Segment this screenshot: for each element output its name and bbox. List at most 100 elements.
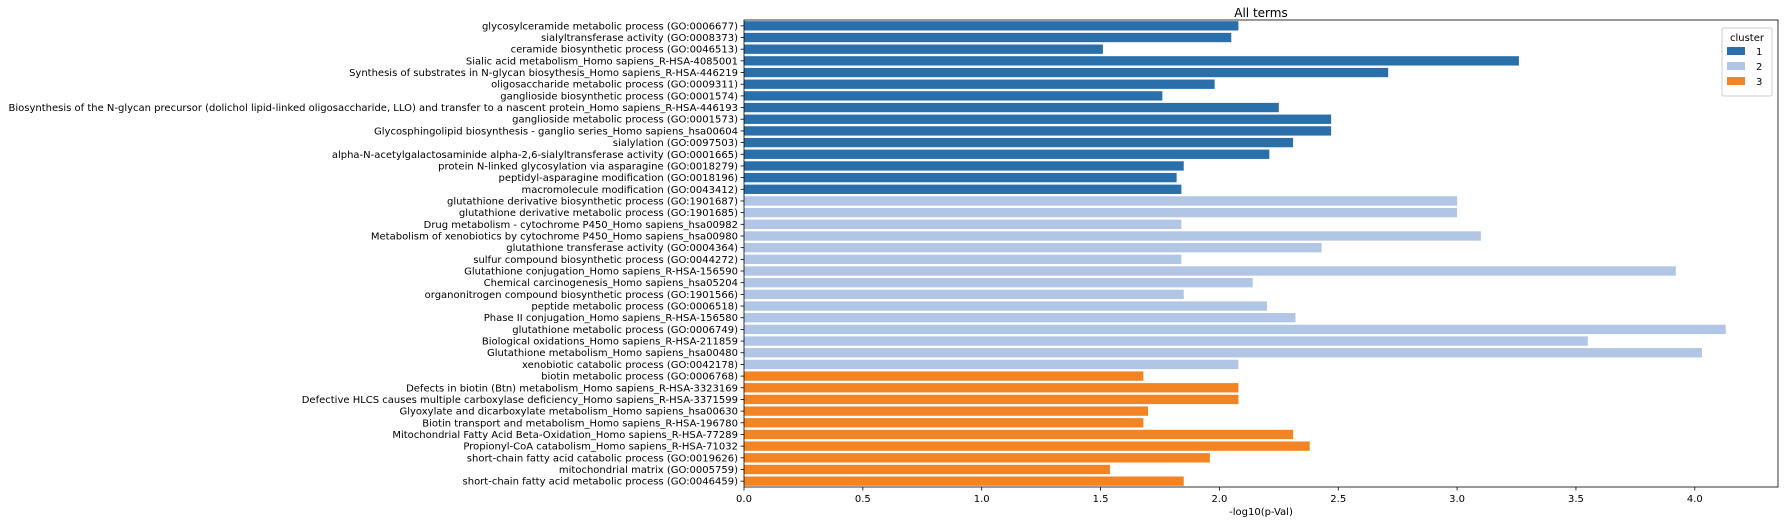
y-tick-label: Chemical carcinogenesis_Homo sapiens_hsa… xyxy=(484,278,738,289)
y-tick-label: peptide metabolic process (GO:0006518) xyxy=(531,302,738,313)
x-tick-label: 3.5 xyxy=(1568,494,1584,505)
bar xyxy=(744,313,1296,323)
bar xyxy=(744,219,1182,229)
y-tick-label: glutathione derivative biosynthetic proc… xyxy=(447,196,738,207)
bar xyxy=(744,476,1184,486)
x-tick-label: 0.0 xyxy=(736,494,752,505)
y-tick-label: sialylation (GO:0097503) xyxy=(613,138,738,149)
y-tick-label: Synthesis of substrates in N-glycan bios… xyxy=(349,68,738,79)
bar xyxy=(744,441,1310,451)
y-tick-label: glutathione derivative metabolic process… xyxy=(459,208,738,219)
legend-swatch xyxy=(1727,62,1745,70)
bar xyxy=(744,429,1294,440)
x-tick-label: 4.0 xyxy=(1687,494,1703,505)
y-tick-label: Sialic acid metabolism_Homo sapiens_R-HS… xyxy=(466,56,738,67)
x-tick-label: 1.5 xyxy=(1093,494,1109,505)
legend-entries: 1 2 3 xyxy=(1727,47,1762,88)
bar xyxy=(744,184,1182,194)
plot-frame xyxy=(743,19,1779,488)
y-tick-label: Mitochondrial Fatty Acid Beta-Oxidation_… xyxy=(392,430,738,441)
bar xyxy=(744,207,1458,218)
x-axis-label: -log10(p-Val) xyxy=(1229,507,1293,518)
bar xyxy=(744,464,1111,475)
y-tick-label: mitochondrial matrix (GO:0005759) xyxy=(559,465,738,476)
chart-title: All terms xyxy=(1234,6,1287,20)
y-tick-label: Glycosphingolipid biosynthesis - ganglio… xyxy=(374,126,738,137)
bar xyxy=(744,242,1322,253)
x-axis: 0.0 0.5 1.0 1.5 2.0 2.5 3.0 3.5 4.0 xyxy=(736,487,1703,505)
y-tick-label: Glutathione conjugation_Homo sapiens_R-H… xyxy=(464,267,738,278)
legend-swatch xyxy=(1727,77,1745,85)
bar xyxy=(744,172,1177,183)
y-tick-label: Drug metabolism - cytochrome P450_Homo s… xyxy=(424,220,738,231)
bar xyxy=(744,278,1253,288)
y-tick-label: biotin metabolic process (GO:0006768) xyxy=(541,372,738,383)
bar xyxy=(744,336,1588,346)
y-tick-label: protein N-linked glycosylation via aspar… xyxy=(438,161,738,172)
bar xyxy=(744,359,1239,370)
y-tick-label: Biological oxidations_Homo sapiens_R-HSA… xyxy=(482,337,738,348)
bar xyxy=(744,32,1232,43)
y-tick-labels: glycosylceramide metabolic process (GO:0… xyxy=(8,21,744,488)
legend-swatch xyxy=(1727,47,1745,55)
bar xyxy=(744,102,1279,113)
bar xyxy=(744,406,1149,416)
bar xyxy=(744,196,1458,206)
bar xyxy=(744,371,1144,381)
bar xyxy=(744,114,1332,124)
y-tick-label: alpha-N-acetylgalactosaminide alpha-2,6-… xyxy=(332,150,738,161)
bar xyxy=(744,79,1215,89)
bar xyxy=(744,44,1103,54)
bar xyxy=(744,21,1239,31)
bar xyxy=(744,254,1182,265)
y-tick-label: Defects in biotin (Btn) metabolism_Homo … xyxy=(406,383,738,394)
y-tick-label: xenobiotic catabolic process (GO:0042178… xyxy=(522,360,738,371)
bar xyxy=(744,289,1184,300)
y-tick-label: sulfur compound biosynthetic process (GO… xyxy=(473,255,738,266)
legend-title: cluster xyxy=(1730,33,1765,44)
y-tick-label: organonitrogen compound biosynthetic pro… xyxy=(425,290,738,301)
x-tick-label: 2.5 xyxy=(1330,494,1346,505)
bar xyxy=(744,324,1726,335)
legend-label: 2 xyxy=(1756,62,1762,73)
y-tick-label: short-chain fatty acid catabolic process… xyxy=(467,453,738,464)
y-tick-label: Glyoxylate and dicarboxylate metabolism_… xyxy=(399,407,738,418)
bar xyxy=(744,266,1676,276)
bar xyxy=(744,126,1332,136)
y-tick-label: sialyltransferase activity (GO:0008373) xyxy=(541,33,738,44)
y-tick-label: Phase II conjugation_Homo sapiens_R-HSA-… xyxy=(484,313,738,324)
bars-layer xyxy=(744,21,1726,486)
legend: cluster 1 2 3 xyxy=(1721,27,1773,97)
y-tick-label: glutathione transferase activity (GO:000… xyxy=(506,243,738,254)
x-tick-label: 1.0 xyxy=(974,494,990,505)
y-tick-label: Defective HLCS causes multiple carboxyla… xyxy=(302,395,738,406)
y-tick-label: ganglioside biosynthetic process (GO:000… xyxy=(500,91,738,102)
x-tick-label: 0.5 xyxy=(855,494,871,505)
y-tick-label: peptidyl-asparagine modification (GO:001… xyxy=(499,173,739,184)
y-tick-label: oligosaccharide metabolic process (GO:00… xyxy=(491,80,738,91)
bar xyxy=(744,91,1163,101)
y-tick-label: Propionyl-CoA catabolism_Homo sapiens_R-… xyxy=(463,442,738,453)
bar xyxy=(744,453,1210,463)
legend-label: 1 xyxy=(1756,47,1762,58)
y-tick-label: macromolecule modification (GO:0043412) xyxy=(521,185,738,196)
y-tick-label: Biosynthesis of the N-glycan precursor (… xyxy=(8,103,738,114)
bar xyxy=(744,301,1267,311)
bar xyxy=(744,67,1389,78)
y-tick-label: ceramide biosynthetic process (GO:004651… xyxy=(511,45,738,56)
bar xyxy=(744,383,1239,393)
y-tick-label: ganglioside metabolic process (GO:000157… xyxy=(512,115,738,126)
y-tick-label: glutathione metabolic process (GO:000674… xyxy=(512,325,738,336)
bar xyxy=(744,161,1184,171)
bar xyxy=(744,231,1481,241)
y-tick-label: short-chain fatty acid metabolic process… xyxy=(463,477,739,488)
x-tick-label: 3.0 xyxy=(1449,494,1465,505)
y-tick-label: glycosylceramide metabolic process (GO:0… xyxy=(482,21,738,32)
bar xyxy=(744,137,1294,148)
bar xyxy=(744,348,1702,358)
y-tick-label: Glutathione metabolism_Homo sapiens_hsa0… xyxy=(487,348,738,359)
bar xyxy=(744,394,1239,405)
y-tick-label: Metabolism of xenobiotics by cytochrome … xyxy=(371,231,738,242)
y-tick-label: Biotin transport and metabolism_Homo sap… xyxy=(422,418,738,429)
